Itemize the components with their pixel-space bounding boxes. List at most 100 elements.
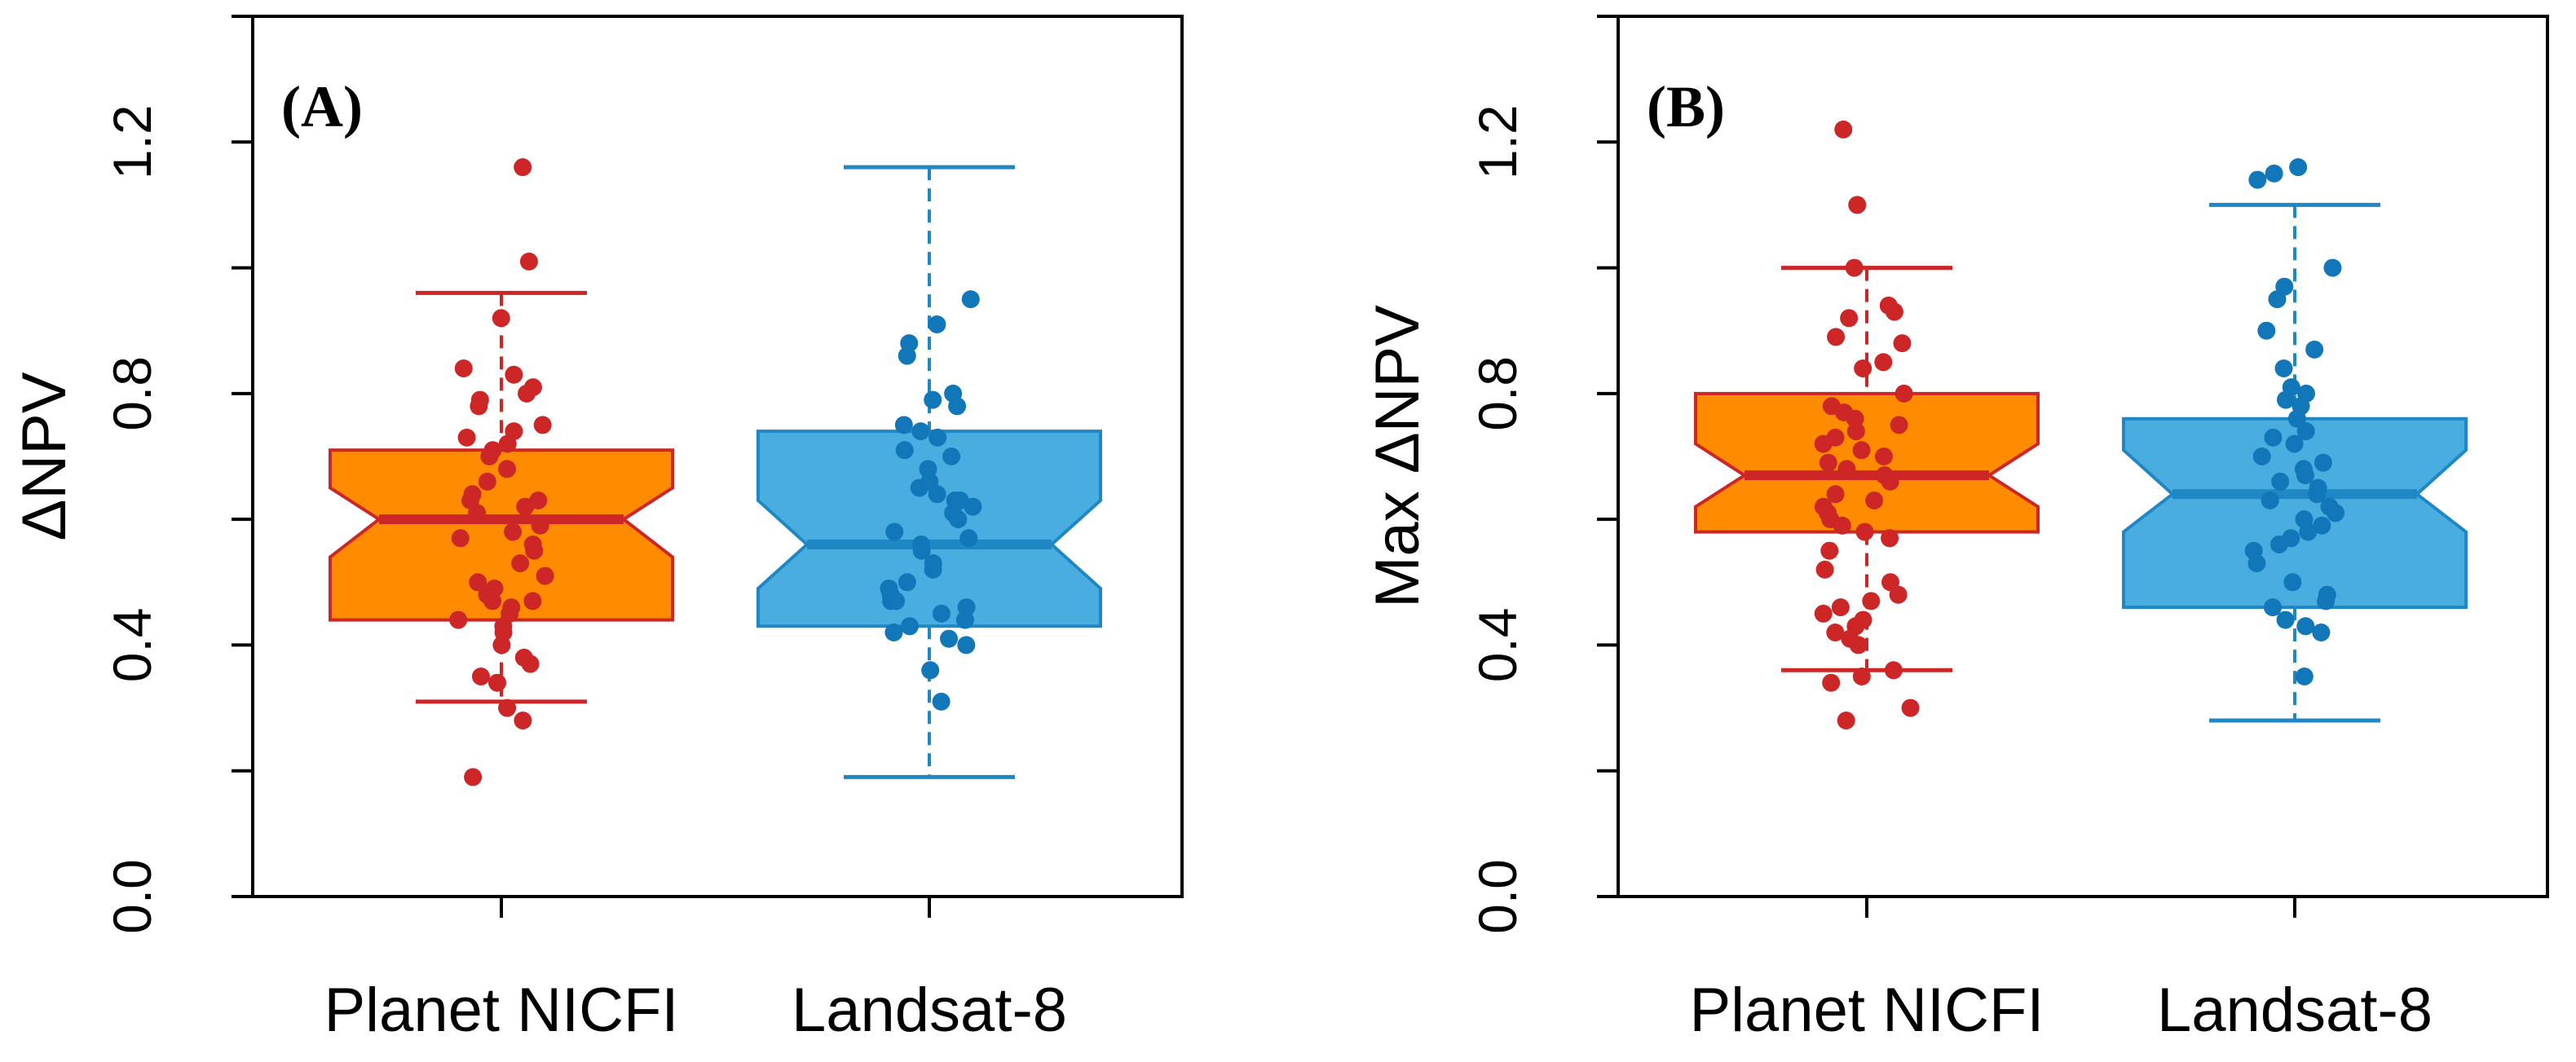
data-point [1814, 497, 1833, 516]
data-point [932, 692, 951, 711]
plot-frame [251, 15, 1184, 898]
data-point [1848, 196, 1867, 214]
data-point [2305, 340, 2324, 359]
box-planet-nicfi [1694, 120, 2040, 729]
x-tick-label: Landsat-8 [2157, 976, 2433, 1045]
data-point [1834, 120, 1853, 139]
data-point [1852, 668, 1871, 685]
data-point [932, 604, 951, 623]
x-tick-label: Landsat-8 [792, 976, 1067, 1045]
data-point [1840, 309, 1859, 328]
data-point [921, 661, 940, 680]
box-body [329, 448, 674, 622]
data-point [457, 428, 476, 447]
x-tick-label: Planet NICFI [1689, 976, 2044, 1045]
data-point [1875, 466, 1894, 485]
plot-frame [1617, 15, 2549, 898]
data-point [492, 309, 510, 328]
data-point [2295, 668, 2314, 685]
data-point [505, 365, 523, 384]
data-point [464, 768, 483, 787]
data-point [2276, 610, 2295, 629]
data-point [1845, 258, 1864, 277]
data-point [1890, 416, 1908, 434]
data-point [523, 378, 542, 397]
data-point [900, 617, 919, 636]
data-point [498, 460, 517, 478]
y-axis-title: Max ΔNPV [1363, 305, 1432, 608]
data-point [2275, 277, 2294, 296]
y-tick-label: 0.4 [1467, 608, 1528, 683]
data-point [449, 610, 468, 629]
y-tick-label: 1.2 [102, 104, 162, 179]
box-body [2122, 416, 2468, 610]
data-point [2294, 460, 2313, 478]
data-point [924, 390, 942, 409]
data-point [928, 315, 946, 333]
data-point [536, 566, 554, 585]
data-point [2282, 529, 2300, 548]
data-point [1901, 698, 1920, 717]
y-tick-label: 0.4 [102, 608, 162, 683]
data-point [1815, 560, 1834, 579]
data-point [1884, 661, 1903, 680]
data-point [2296, 617, 2315, 636]
data-point [529, 491, 548, 509]
data-point [1837, 460, 1856, 478]
data-point [2261, 491, 2279, 509]
data-point [2285, 434, 2304, 453]
data-point [1862, 592, 1881, 610]
data-point [1822, 673, 1841, 692]
data-point [511, 554, 530, 573]
panel-a: 0.0 0.4 0.8 1.2 ΔNPV (A) Planet NICFI Landsat-8 [10, 15, 1184, 1045]
data-point [2264, 428, 2283, 447]
data-point [470, 390, 489, 409]
box-planet-nicfi [329, 158, 674, 787]
data-point [942, 447, 961, 465]
data-point [488, 673, 507, 692]
data-point [2271, 472, 2290, 491]
data-point [880, 579, 898, 597]
data-point [463, 485, 482, 504]
data-point [884, 624, 903, 641]
data-point [1865, 491, 1884, 509]
data-point [2312, 624, 2331, 641]
panel-label: (B) [1647, 74, 1725, 139]
box-body [1694, 391, 2040, 534]
data-point [454, 359, 473, 377]
data-point [498, 698, 517, 717]
data-point [898, 573, 916, 592]
box-landsat-8 [2122, 158, 2468, 723]
data-point [483, 441, 502, 460]
data-point [1854, 359, 1872, 377]
data-point [2318, 585, 2336, 604]
data-point [1879, 296, 1898, 315]
data-point [1826, 485, 1845, 504]
data-point [2323, 258, 2342, 277]
data-point [959, 529, 978, 548]
y-tick-label: 0.8 [1467, 356, 1528, 431]
y-tick-label: 0.0 [1467, 859, 1528, 934]
data-point [1820, 541, 1839, 560]
y-tick-label: 0.8 [102, 356, 162, 431]
data-point [533, 416, 552, 434]
data-point [895, 441, 914, 460]
data-point [1822, 397, 1841, 416]
data-point [939, 629, 958, 648]
y-tick-label: 0.0 [102, 859, 162, 934]
data-point [2295, 510, 2314, 529]
data-point [1831, 598, 1850, 617]
data-point [1826, 428, 1845, 447]
box-body [756, 430, 1102, 628]
data-point [523, 535, 542, 553]
data-point [478, 472, 496, 491]
data-point [514, 648, 533, 667]
data-point [1827, 328, 1846, 346]
data-point [2265, 164, 2283, 183]
box-landsat-8 [756, 165, 1102, 779]
data-point [1826, 624, 1845, 641]
data-point [2282, 378, 2300, 397]
y-tick-label: 1.2 [1467, 104, 1528, 179]
data-point [2309, 478, 2327, 497]
